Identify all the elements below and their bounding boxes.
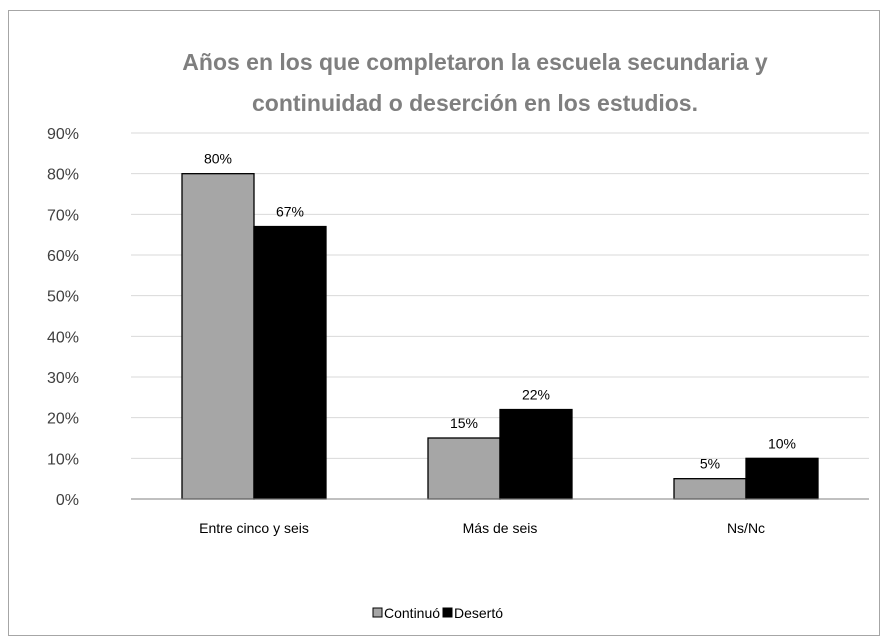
y-axis-ticks: 0% 10% 20% 30% 40% 50% 60% 70% 80% 90% [47,126,79,509]
category-label: Entre cinco y seis [199,520,309,536]
legend-swatch-deserto [442,607,453,618]
chart-title-line-2: continuidad o deserción en los estudios. [252,90,698,116]
category-label: Ns/Nc [727,520,765,536]
data-label: 22% [522,387,550,403]
bar-chart: Años en los que completaron la escuela s… [47,49,869,621]
y-tick-label: 30% [47,370,79,387]
bar [745,457,819,500]
bar [673,478,747,500]
chart-frame: Años en los que completaron la escuela s… [8,10,880,636]
y-tick-label: 0% [56,492,79,509]
y-tick-label: 90% [47,126,79,143]
data-labels: 80% 67% 15% 22% 5% 10% [204,151,796,472]
y-tick-label: 50% [47,289,79,306]
bar [181,173,255,500]
category-labels: Entre cinco y seis Más de seis Ns/Nc [199,520,765,536]
y-tick-label: 10% [47,451,79,468]
y-tick-label: 70% [47,207,79,224]
legend-swatch-continuo [372,607,383,618]
bar [427,437,501,500]
y-tick-label: 40% [47,329,79,346]
chart-title-line-1: Años en los que completaron la escuela s… [182,49,768,75]
bar [499,408,573,500]
legend-label-continuo: Continuó [384,605,440,621]
y-tick-label: 20% [47,411,79,428]
y-tick-label: 60% [47,248,79,265]
data-label: 10% [768,435,796,451]
bars [181,173,819,500]
data-label: 15% [450,415,478,431]
chart-title: Años en los que completaron la escuela s… [182,49,768,116]
legend: Continuó Desertó [372,605,503,621]
data-label: 5% [700,456,720,472]
category-label: Más de seis [463,520,538,536]
y-tick-label: 80% [47,167,79,184]
data-label: 67% [276,204,304,220]
data-label: 80% [204,151,232,167]
bar [253,225,327,500]
legend-label-deserto: Desertó [454,605,503,621]
